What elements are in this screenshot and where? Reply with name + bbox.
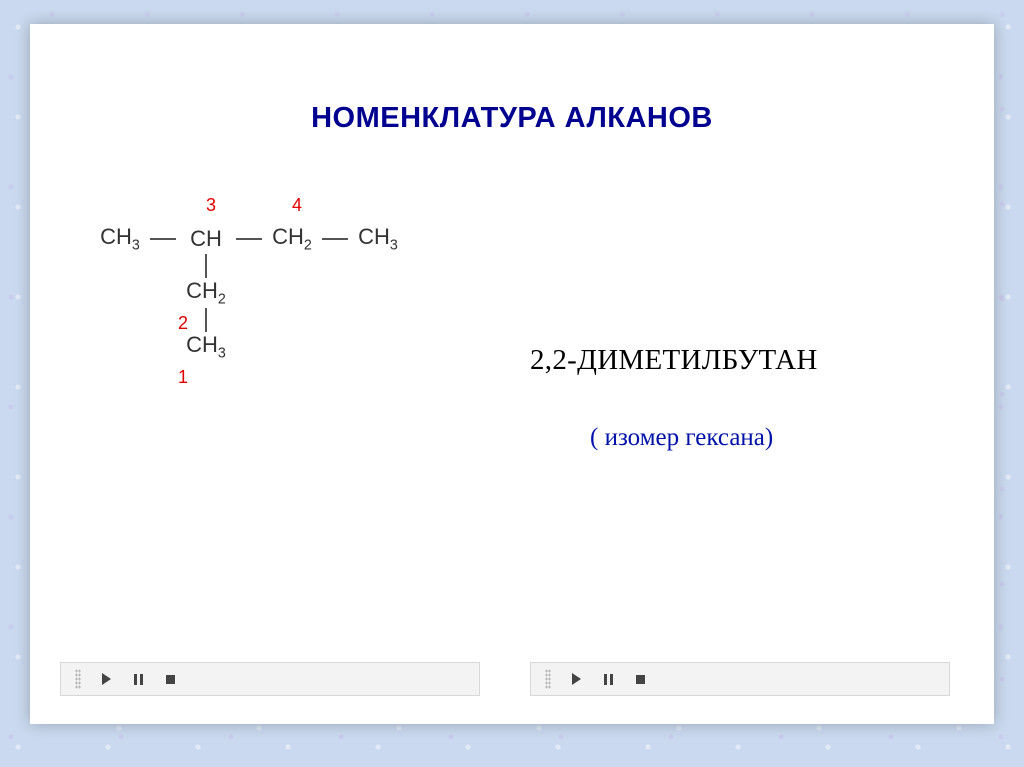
media-player-right [530,662,950,696]
bond-v [205,308,207,332]
carbon-number-3: 3 [206,196,216,214]
page-title: НОМЕНКЛАТУРА АЛКАНОВ [30,102,994,135]
slide: НОМЕНКЛАТУРА АЛКАНОВ 3 4 2 1 CH3 CH CH2 … [30,24,994,724]
group-ch2-chain: CH2 [262,226,322,253]
bond-h [150,238,176,240]
branch-row-2: CH3 [90,332,408,362]
grip-icon [75,669,81,689]
compound-name: 2,2-ДИМЕТИЛБУТАН [530,344,818,377]
play-button[interactable] [569,672,583,686]
isomer-note: ( изомер гексана) [590,424,773,452]
group-ch3-a: CH3 [90,226,150,253]
grip-icon [545,669,551,689]
stop-button[interactable] [633,672,647,686]
structural-formula: 3 4 2 1 CH3 CH CH2 CH3 CH2 [90,224,408,362]
media-player-left [60,662,480,696]
group-ch2-branch: CH2 [176,280,236,307]
carbon-number-2: 2 [178,314,188,332]
group-ch3-b: CH3 [348,226,408,253]
pause-button[interactable] [601,672,615,686]
main-chain-row: CH3 CH CH2 CH3 [90,224,408,254]
carbon-number-1: 1 [178,368,188,386]
stop-button[interactable] [163,672,177,686]
bond-row [90,254,408,278]
bond-row [90,308,408,332]
play-button[interactable] [99,672,113,686]
carbon-number-4: 4 [292,196,302,214]
group-ch3-branch: CH3 [176,334,236,361]
bond-v [205,254,207,278]
group-ch: CH [176,228,236,250]
bond-h [236,238,262,240]
branch-row-1: CH2 [90,278,408,308]
bond-h [322,238,348,240]
pause-button[interactable] [131,672,145,686]
